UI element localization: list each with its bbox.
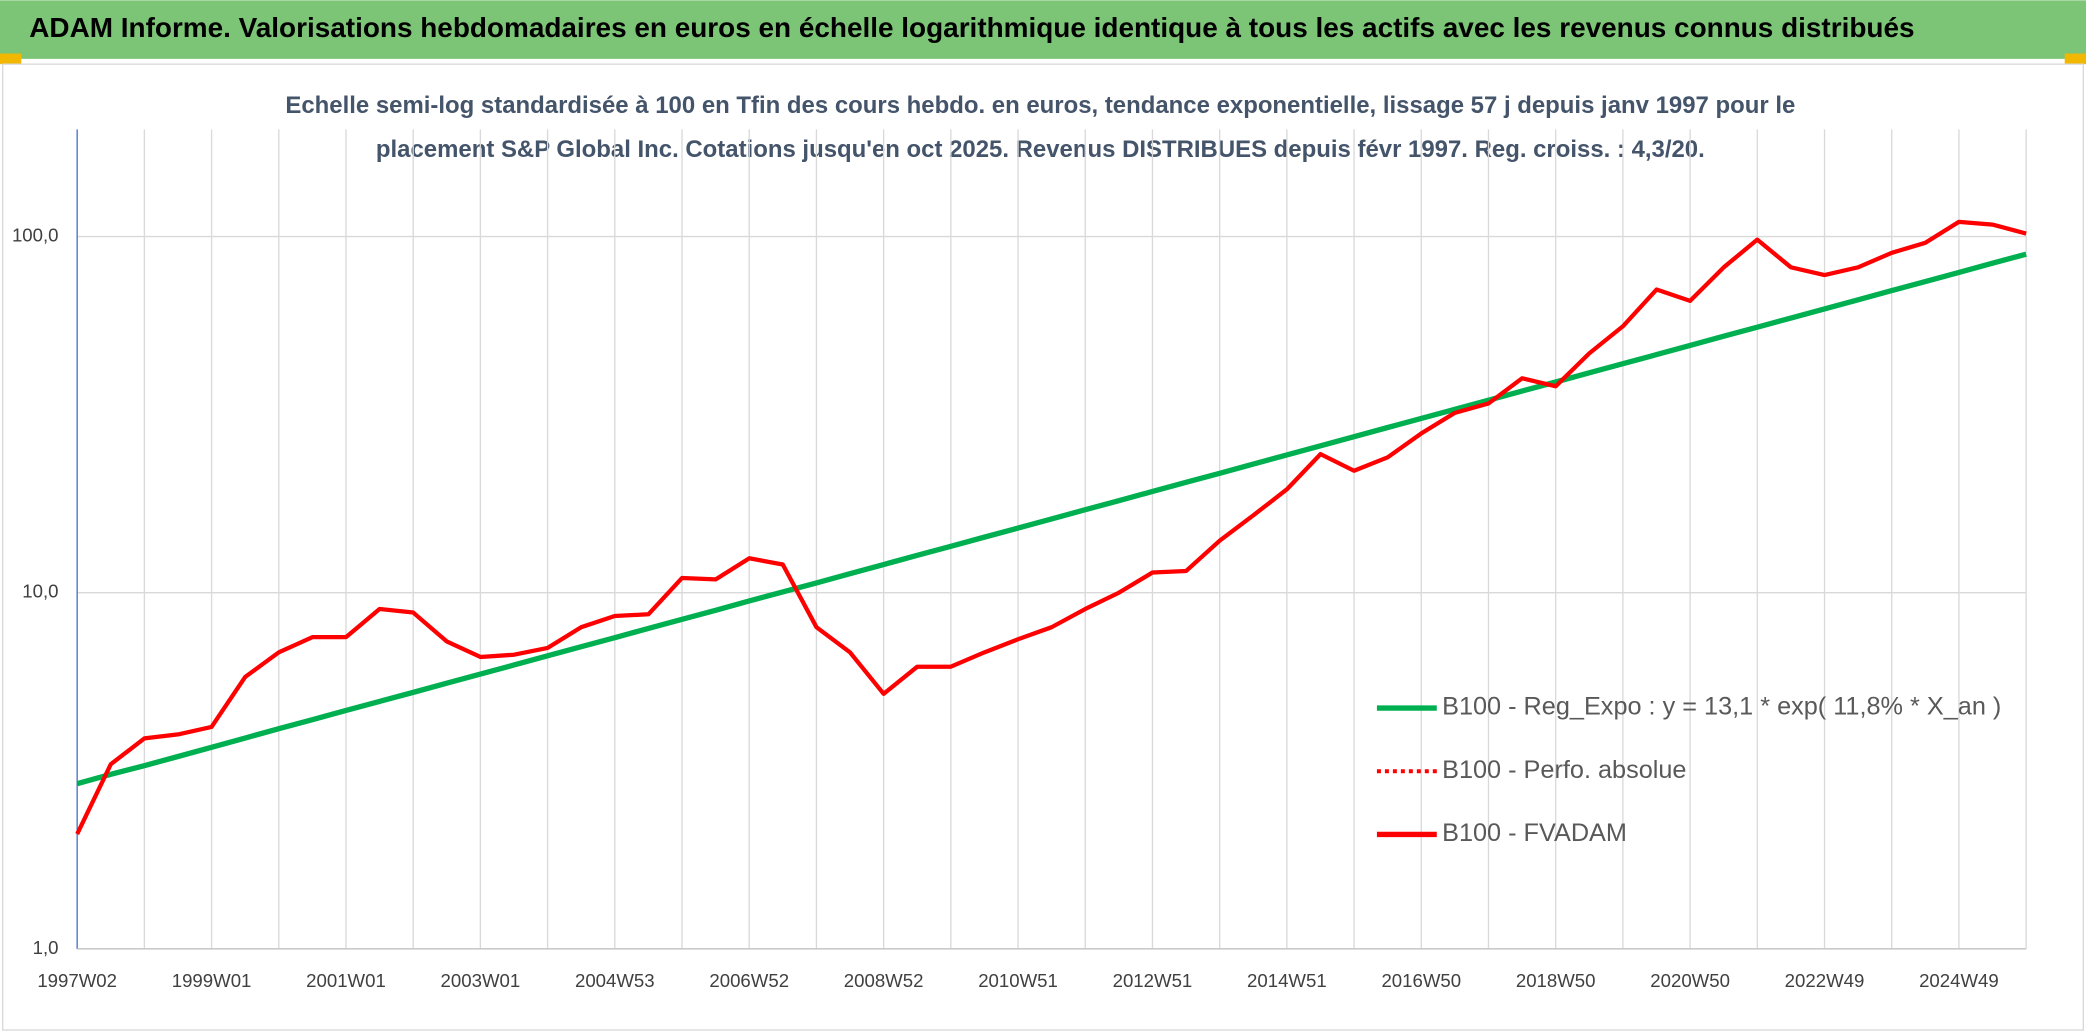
- x-tick-label: 2010W51: [978, 970, 1058, 991]
- y-tick-label: 1,0: [33, 937, 59, 958]
- series-line: [76, 251, 2027, 787]
- legend-label: B100 - FVADAM: [1442, 819, 1627, 847]
- x-tick-label: 1999W01: [172, 970, 252, 991]
- legend-label: B100 - Reg_Expo : y = 13,1 * exp( 11,8% …: [1442, 693, 2001, 721]
- x-tick-label: 2003W01: [441, 970, 521, 991]
- x-tick-label: 2012W51: [1113, 970, 1193, 991]
- y-tick-label: 10,0: [22, 581, 58, 602]
- x-tick-label: 2024W49: [1919, 970, 1999, 991]
- corner: [0, 53, 22, 65]
- chart-subtitle: placement S&P Global Inc. Cotations jusq…: [376, 136, 1705, 163]
- title-bar: [0, 0, 2086, 59]
- chart-subtitle: Echelle semi-log standardisée à 100 en T…: [285, 92, 1795, 119]
- x-tick-label: 2004W53: [575, 970, 655, 991]
- x-tick-label: 2016W50: [1381, 970, 1461, 991]
- x-tick-label: 2018W50: [1516, 970, 1596, 991]
- series-line: [75, 219, 2027, 835]
- x-tick-label: 2006W52: [709, 970, 789, 991]
- legend-label: B100 - Perfo. absolue: [1442, 756, 1686, 784]
- x-tick-label: 2008W52: [844, 970, 924, 991]
- x-tick-label: 2020W50: [1650, 970, 1730, 991]
- corner: [2064, 53, 2086, 65]
- chart-frame: [1, 63, 2085, 1031]
- x-tick-label: 2001W01: [306, 970, 386, 991]
- chart-title: ADAM Informe. Valorisations hebdomadaire…: [29, 12, 1914, 43]
- x-tick-label: 1997W02: [37, 970, 117, 991]
- y-tick-label: 100,0: [12, 224, 59, 245]
- x-tick-label: 2022W49: [1785, 970, 1865, 991]
- x-tick-label: 2014W51: [1247, 970, 1327, 991]
